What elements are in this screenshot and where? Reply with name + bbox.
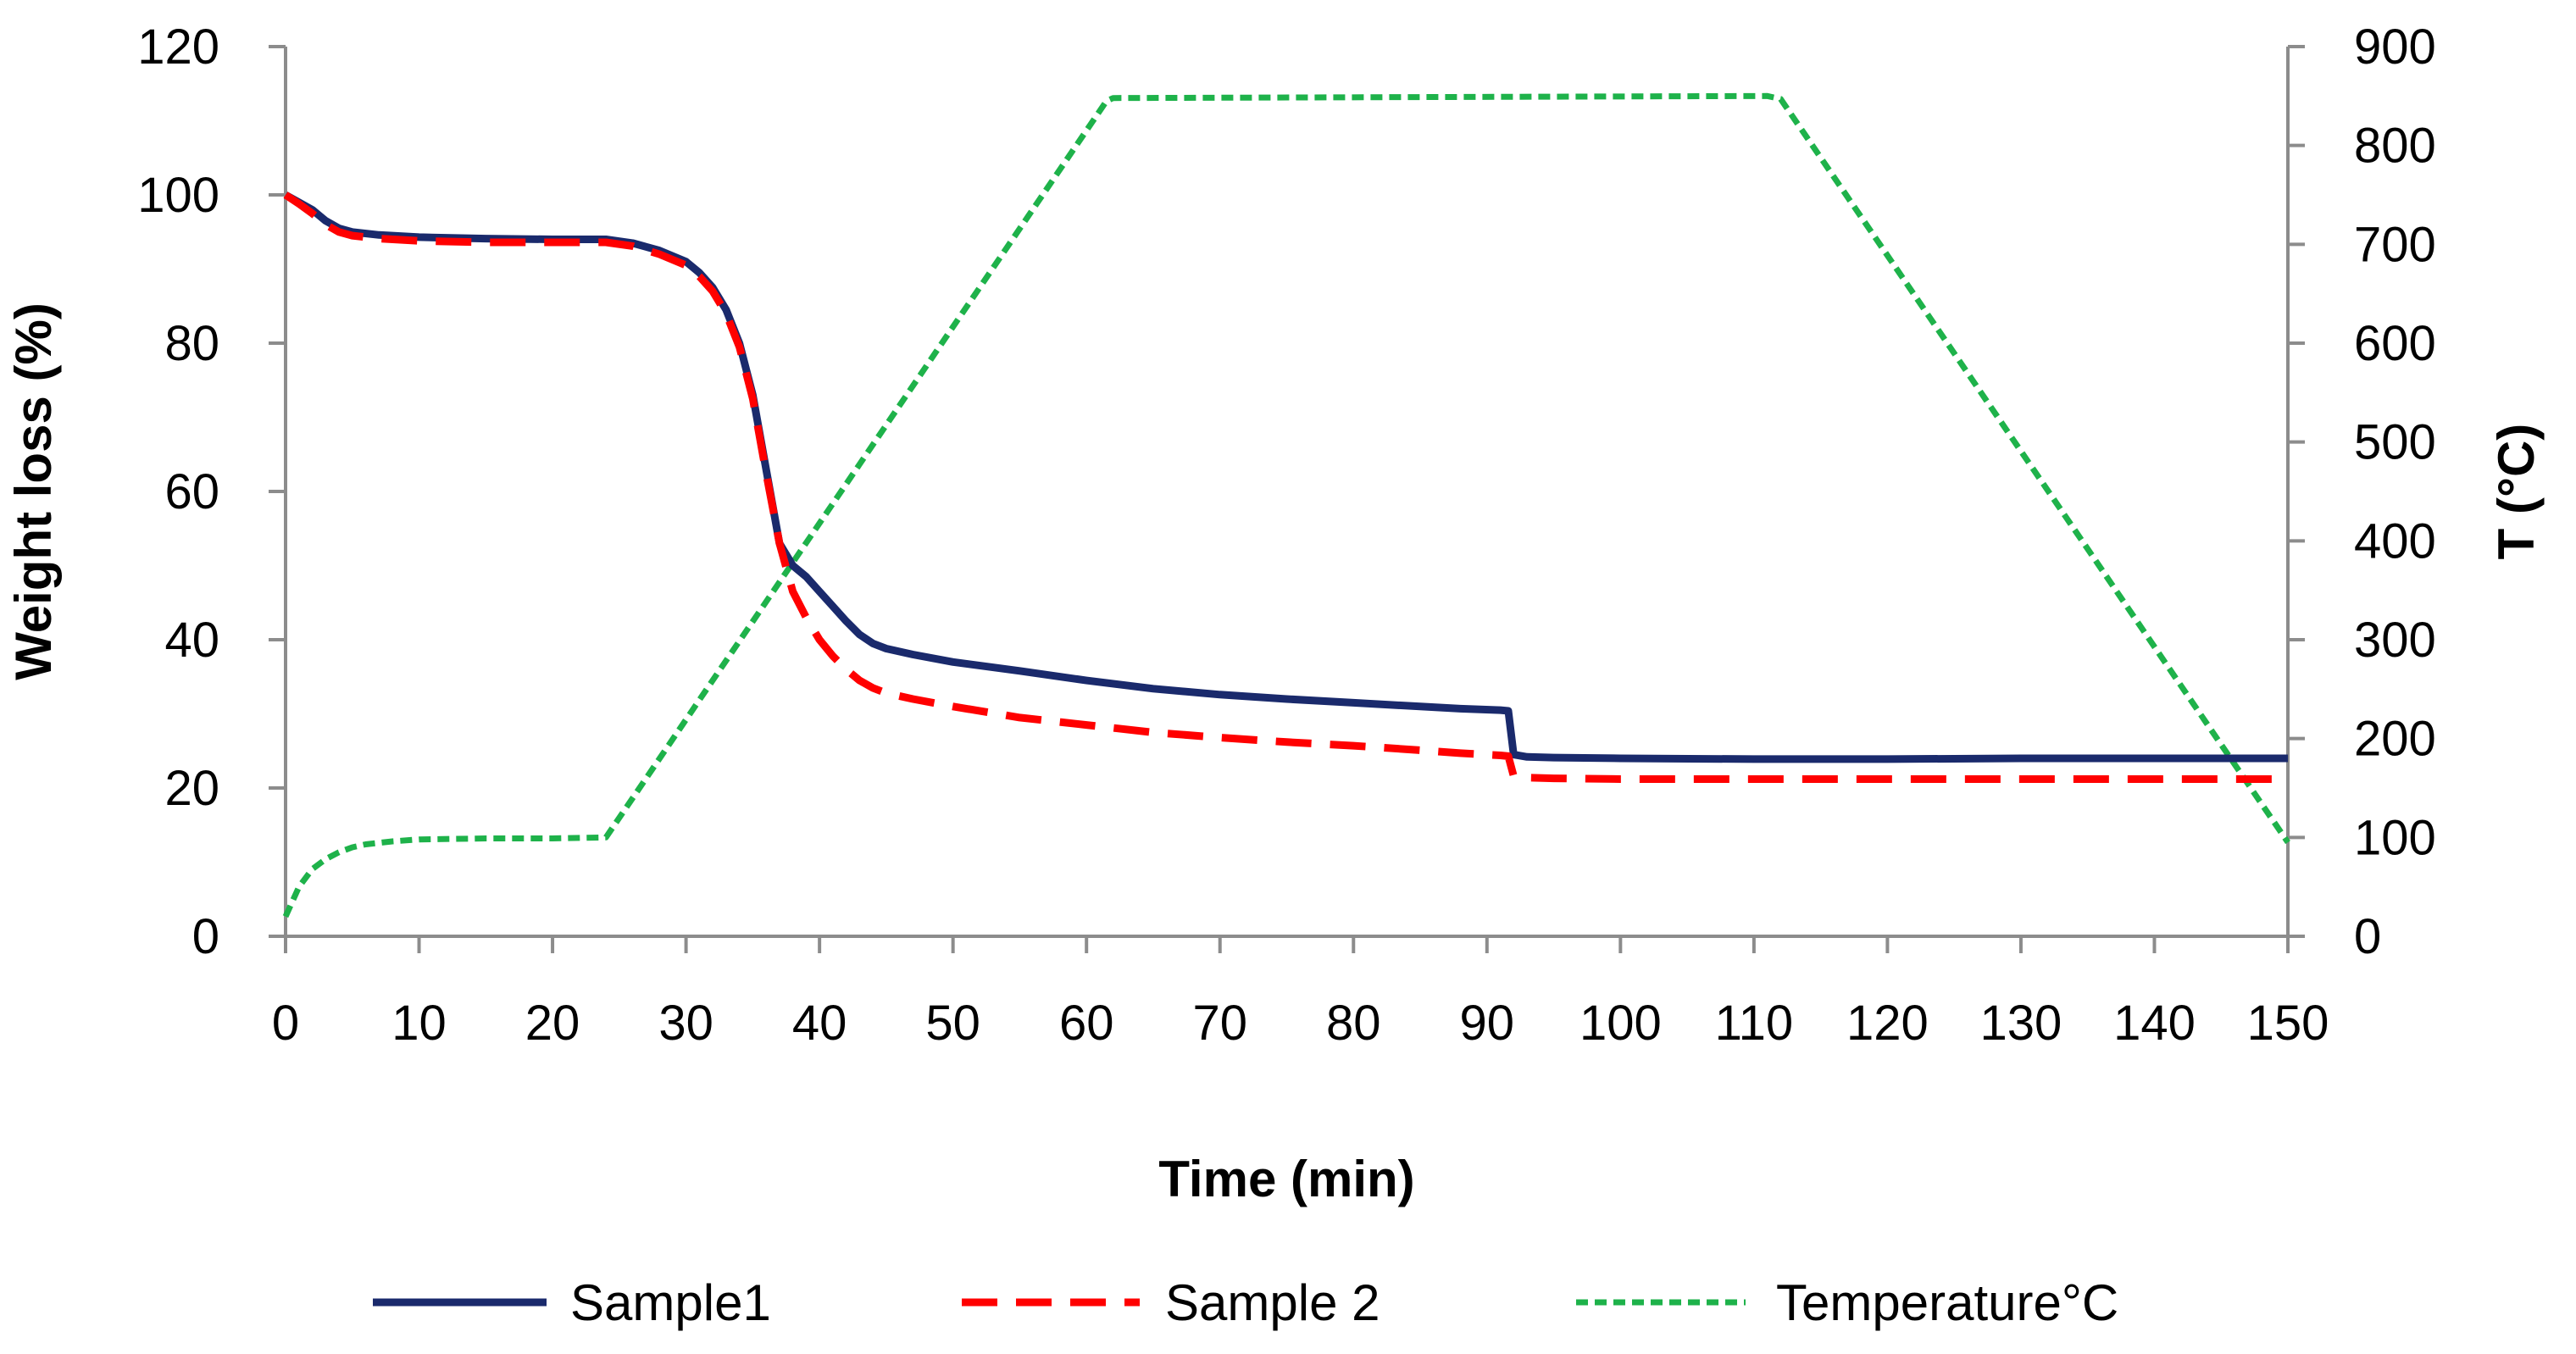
y-tick-label-left: 100 [137,168,219,223]
y-tick-label-left: 40 [164,613,219,668]
legend: Sample1 Sample 2 Temperature°C [373,1274,2118,1331]
y-tick-label-right: 400 [2354,513,2436,569]
x-tick-label: 70 [1192,996,1247,1051]
y-tick-label-right: 500 [2354,415,2436,470]
y-tick-label-right: 0 [2354,909,2381,964]
legend-label: Temperature°C [1776,1274,2118,1331]
x-tick-label: 150 [2247,996,2329,1051]
y-tick-label-left: 20 [164,761,219,816]
x-tick-label: 90 [1460,996,1515,1051]
x-tick-label: 120 [1846,996,1929,1051]
y-tick-label-left: 120 [137,19,219,75]
series-line-sample-2 [283,191,2288,783]
series-layer [282,92,2290,918]
x-tick-label: 130 [1980,996,2062,1051]
series-line-temperature-c [282,92,2290,918]
y-tick-label-left: 80 [164,316,219,371]
legend-label: Sample 2 [1165,1274,1380,1331]
x-tick-label: 110 [1715,996,1793,1051]
y-tick-label-right: 200 [2354,712,2436,767]
x-tick-label: 140 [2113,996,2196,1051]
x-tick-label: 10 [391,996,447,1051]
y-tick-label-right: 300 [2354,613,2436,668]
legend-label: Sample1 [570,1274,771,1331]
x-tick-label: 40 [792,996,847,1051]
y-tick-label-right: 900 [2354,19,2436,75]
x-tick-label: 30 [658,996,713,1051]
x-tick-label: 50 [925,996,980,1051]
x-tick-label: 0 [272,996,299,1051]
y-axis-title-right: T (°C) [2488,424,2545,560]
y-tick-label-right: 100 [2354,810,2436,865]
y-tick-label-left: 60 [164,464,219,519]
labels-layer: 0204060801001200100200300400500600700800… [5,19,2545,1207]
x-tick-label: 100 [1579,996,1662,1051]
x-tick-label: 80 [1326,996,1381,1051]
x-tick-label: 20 [525,996,580,1051]
y-axis-title-left: Weight loss (%) [5,302,62,680]
x-tick-label: 60 [1059,996,1114,1051]
y-tick-label-right: 600 [2354,316,2436,371]
y-tick-label-right: 700 [2354,217,2436,272]
y-tick-label-left: 0 [192,909,219,964]
y-tick-label-right: 800 [2354,119,2436,174]
x-axis-title: Time (min) [1158,1151,1414,1207]
